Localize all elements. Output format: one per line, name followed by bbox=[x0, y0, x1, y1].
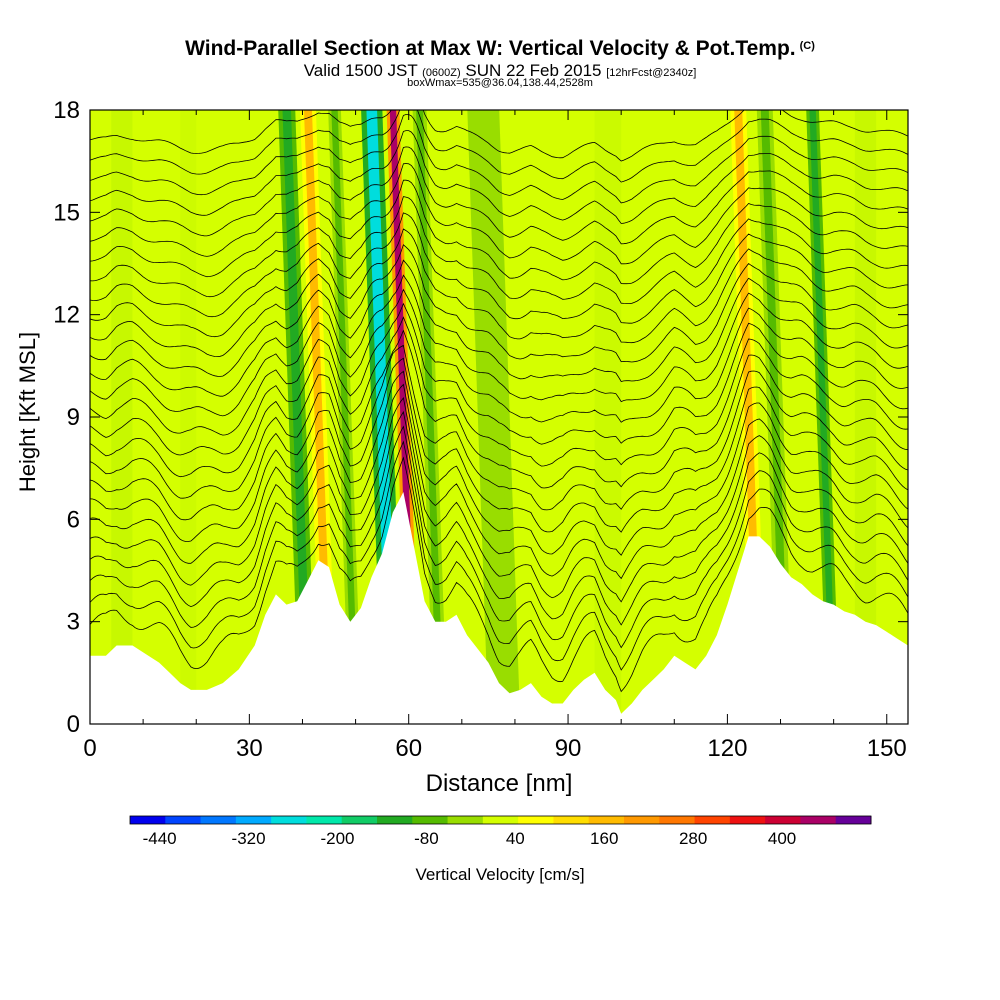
x-axis-label: Distance [nm] bbox=[426, 770, 573, 797]
potential-temperature-contour bbox=[90, 179, 908, 285]
colorbar-tick-label: -80 bbox=[414, 829, 439, 848]
colorbar-swatch bbox=[694, 816, 731, 824]
colorbar-swatch bbox=[200, 816, 237, 824]
colorbar-swatch bbox=[659, 816, 696, 824]
colorbar-swatch bbox=[341, 816, 378, 824]
x-tick-label: 90 bbox=[555, 735, 582, 762]
y-axis-label: Height [Kft MSL] bbox=[15, 332, 40, 492]
colorbar-swatch bbox=[377, 816, 413, 824]
colorbar-tick-label: 400 bbox=[768, 829, 796, 848]
colorbar-swatch bbox=[518, 816, 554, 824]
potential-temperature-contour bbox=[90, 228, 908, 344]
x-tick-label: 150 bbox=[867, 735, 907, 762]
potential-temperature-contour bbox=[90, 410, 908, 626]
colorbar-tick-label: 40 bbox=[506, 829, 525, 848]
colorbar-swatch bbox=[447, 816, 484, 824]
colorbar-tick-label: -440 bbox=[143, 829, 177, 848]
colorbar-swatch bbox=[412, 816, 449, 824]
chart-boxwmax-note: boxWmax=535@36.04,138.44,2528m bbox=[407, 77, 593, 89]
terrain-mask bbox=[90, 492, 908, 724]
chart-title: Wind-Parallel Section at Max W: Vertical… bbox=[185, 37, 815, 60]
velocity-band-core bbox=[282, 110, 313, 724]
potential-temperature-contour bbox=[90, 196, 908, 304]
colorbar-label: Vertical Velocity [cm/s] bbox=[415, 865, 584, 884]
chart-subtitle: Valid 1500 JST (0600Z) SUN 22 Feb 2015 [… bbox=[303, 61, 697, 80]
weak-sinking-area bbox=[111, 110, 133, 724]
potential-temperature-contour bbox=[90, 244, 908, 363]
y-tick-label: 3 bbox=[67, 609, 80, 636]
colorbar-swatch bbox=[165, 816, 202, 824]
potential-temperature-contour bbox=[90, 344, 908, 511]
colorbar-tick-label: -200 bbox=[320, 829, 354, 848]
potential-temperature-contour bbox=[90, 114, 908, 204]
potential-temperature-contour bbox=[90, 370, 908, 556]
y-tick-label: 0 bbox=[67, 711, 80, 738]
potential-temperature-contour bbox=[90, 130, 908, 224]
potential-temperature-contour bbox=[90, 397, 908, 603]
x-tick-label: 0 bbox=[83, 735, 96, 762]
velocity-band-core bbox=[416, 110, 445, 724]
axes: 0 30 60 90 120 150 0 3 6 9 12 15 18 Distance [nm] Heig… bbox=[15, 97, 908, 797]
colorbar-tick-label: -320 bbox=[232, 829, 266, 848]
colorbar-swatch bbox=[306, 816, 343, 824]
colorbar-swatch bbox=[553, 816, 590, 824]
y-tick-label: 15 bbox=[53, 199, 80, 226]
potential-temperature-contour bbox=[90, 440, 908, 671]
colorbar-swatch bbox=[624, 816, 660, 824]
velocity-band-core bbox=[809, 110, 837, 724]
y-tick-label: 18 bbox=[53, 97, 80, 124]
colorbar-swatch bbox=[765, 816, 801, 824]
potential-temperature-contour bbox=[90, 357, 908, 533]
potential-temperature-contour bbox=[90, 146, 908, 245]
potential-temperature-contour bbox=[90, 163, 908, 265]
colorbar-swatch bbox=[800, 816, 837, 824]
colorbar-swatch bbox=[835, 816, 872, 824]
x-tick-label: 60 bbox=[395, 735, 422, 762]
colorbar-swatch bbox=[482, 816, 519, 824]
colorbar-frame bbox=[129, 815, 872, 825]
y-tick-label: 6 bbox=[67, 506, 80, 533]
weak-sinking-area bbox=[594, 110, 622, 724]
potential-temperature-contour bbox=[90, 259, 908, 382]
potential-temperature-contour bbox=[90, 329, 908, 489]
velocity-band-core bbox=[475, 110, 513, 724]
velocity-band-core bbox=[331, 110, 359, 724]
plot-field bbox=[90, 110, 908, 724]
potential-temperature-contour bbox=[90, 110, 908, 183]
potential-temperature-contour bbox=[90, 110, 908, 162]
potential-temperature-contour bbox=[90, 456, 908, 693]
potential-temperature-contour bbox=[90, 425, 908, 649]
colorbar: -440 -320 -200 -80 40 160 280 400 Vertical Veloc… bbox=[129, 815, 872, 884]
colorbar-tick-label: 160 bbox=[590, 829, 618, 848]
potential-temperature-contour bbox=[90, 302, 908, 445]
colorbar-tick-label: 280 bbox=[679, 829, 707, 848]
colorbar-swatch bbox=[130, 816, 166, 824]
y-tick-label: 9 bbox=[67, 404, 80, 431]
weak-sinking-area bbox=[854, 110, 877, 724]
potential-temperature-contour bbox=[90, 383, 908, 580]
y-tick-label: 12 bbox=[53, 302, 80, 329]
colorbar-swatch bbox=[271, 816, 307, 824]
potential-temperature-contour bbox=[90, 316, 908, 467]
x-tick-label: 120 bbox=[707, 735, 747, 762]
potential-temperature-contour bbox=[90, 288, 908, 423]
colorbar-swatch bbox=[729, 816, 766, 824]
x-tick-label: 30 bbox=[236, 735, 263, 762]
potential-temperature-contour bbox=[90, 274, 908, 403]
weak-sinking-area bbox=[180, 110, 197, 724]
potential-temperature-contour bbox=[90, 212, 908, 324]
colorbar-swatch bbox=[588, 816, 625, 824]
colorbar-swatch bbox=[235, 816, 272, 824]
